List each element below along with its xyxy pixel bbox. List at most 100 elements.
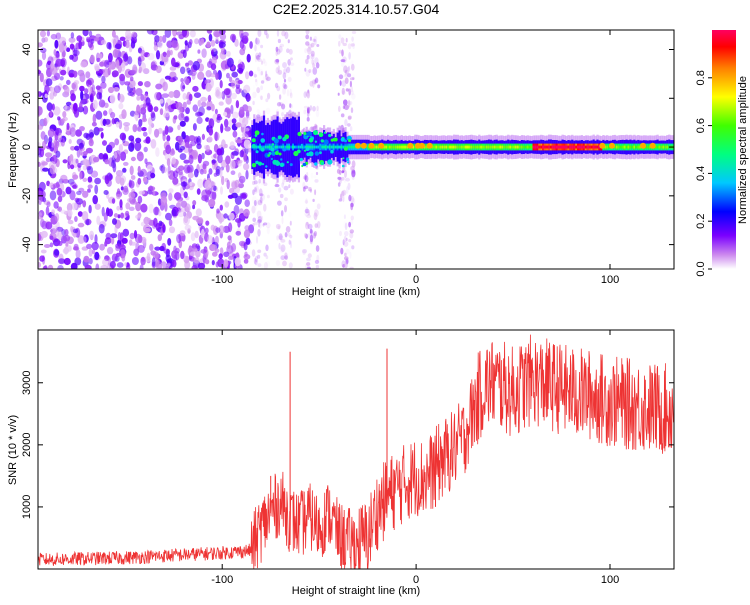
noise-cell (244, 251, 248, 257)
signal-core (540, 145, 543, 149)
noise-cell (166, 135, 171, 142)
spectrogram-ticks: -100 0 100 -40 -20 0 20 40 (21, 30, 674, 286)
noise-cell (286, 48, 290, 53)
noise-cell (175, 141, 180, 151)
noise-cell (158, 211, 162, 217)
signal-core (631, 145, 634, 149)
noise-cell (231, 181, 238, 190)
y-tick-label: -40 (21, 237, 33, 253)
noise-cell (38, 70, 42, 75)
noise-cell (285, 226, 291, 233)
signal-speckle (314, 151, 320, 156)
signal-core (575, 145, 578, 149)
y-tick-label: 2000 (21, 433, 33, 457)
noise-cell (344, 119, 348, 127)
noise-cell (105, 232, 112, 240)
noise-cell (82, 200, 87, 208)
noise-cell (192, 85, 199, 92)
noise-cell (120, 212, 124, 219)
noise-cell (284, 252, 288, 260)
colorbar-gradient (712, 30, 736, 269)
noise-cell (47, 141, 52, 149)
noise-cell (350, 107, 354, 114)
noise-cell (229, 187, 235, 194)
signal-core (478, 145, 481, 149)
noise-cell (60, 174, 68, 182)
noise-cell (206, 30, 213, 34)
noise-cell (98, 152, 104, 160)
signal-core (466, 145, 469, 149)
noise-cell (173, 89, 181, 99)
noise-cell (46, 201, 51, 208)
noise-cell (337, 182, 341, 187)
signal-core (559, 145, 562, 149)
noise-cell (102, 258, 109, 266)
noise-cell (258, 188, 263, 196)
signal-core (338, 145, 341, 149)
noise-cell (207, 235, 214, 244)
noise-cell (106, 42, 111, 50)
noise-cell (86, 166, 91, 171)
noise-cell (253, 257, 257, 265)
noise-cell (197, 217, 204, 226)
noise-cell (266, 194, 270, 199)
noise-cell (165, 212, 172, 221)
noise-cell (342, 239, 345, 246)
signal-speckle (318, 146, 322, 149)
signal-core (495, 145, 498, 149)
signal-core (274, 145, 277, 149)
noise-cell (283, 78, 287, 83)
noise-cell (85, 218, 90, 226)
noise-cell (219, 41, 226, 49)
noise-cell (161, 93, 169, 98)
signal-core (571, 145, 574, 149)
noise-cell (276, 57, 280, 66)
noise-cell (306, 106, 311, 114)
noise-cell (264, 30, 268, 36)
noise-cell (349, 80, 352, 88)
noise-cell (258, 69, 263, 76)
noise-cell (112, 218, 117, 225)
noise-cell (343, 99, 348, 106)
noise-cell (204, 179, 212, 190)
noise-cell (57, 265, 64, 269)
signal-core (617, 145, 620, 149)
signal-core (334, 145, 337, 149)
signal-core (292, 145, 295, 149)
noise-cell (312, 106, 316, 112)
noise-cell (94, 251, 100, 261)
snr-x-label: Height of straight line (km) (292, 585, 420, 597)
noise-cell (238, 175, 246, 184)
noise-cell (347, 43, 352, 50)
noise-cell (303, 109, 307, 115)
noise-cell (124, 81, 131, 86)
noise-cell (288, 184, 291, 189)
noise-cell (62, 159, 68, 164)
noise-cell (304, 232, 307, 238)
noise-cell (201, 101, 207, 108)
noise-cell (244, 225, 250, 231)
signal-core (501, 145, 504, 149)
signal-core (627, 145, 630, 149)
signal-core (270, 145, 273, 149)
noise-cell (38, 181, 46, 192)
noise-cell (87, 84, 92, 94)
noise-cell (254, 54, 257, 63)
noise-cell (192, 60, 200, 71)
noise-cell (260, 215, 263, 221)
noise-cell (125, 210, 130, 217)
noise-cell (223, 259, 229, 268)
noise-cell (107, 208, 114, 217)
signal-core (280, 145, 283, 149)
noise-cell (140, 93, 145, 102)
noise-cell (305, 198, 308, 204)
noise-cell (289, 92, 293, 99)
noise-cell (90, 170, 99, 178)
noise-cell (197, 262, 206, 269)
noise-cell (78, 40, 82, 50)
noise-cell (119, 73, 126, 82)
noise-cell (316, 61, 320, 69)
signal-speckle (333, 137, 338, 142)
noise-cell (128, 206, 135, 211)
noise-cell (206, 41, 211, 48)
